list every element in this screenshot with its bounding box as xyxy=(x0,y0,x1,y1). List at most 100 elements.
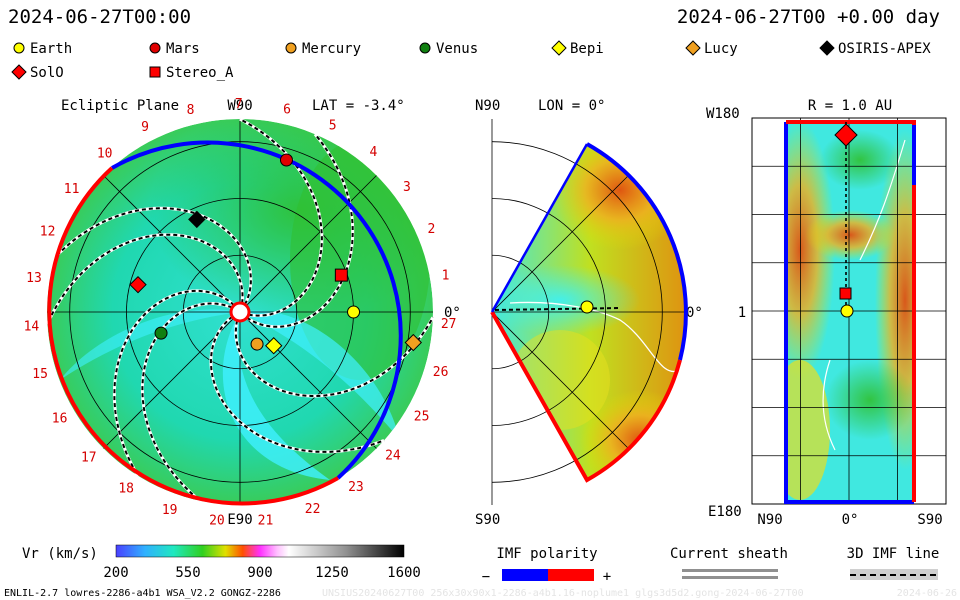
ecliptic-rim-positive xyxy=(47,166,339,506)
carrington-tick-11: 11 xyxy=(64,182,80,197)
legend-label-venus: Venus xyxy=(436,41,478,57)
map-x-right: S90 xyxy=(917,512,942,528)
ecliptic-top-label: W90 xyxy=(227,98,252,114)
legend-marker-solo xyxy=(11,64,27,80)
meridional-top-label: N90 xyxy=(475,98,500,114)
legend-label-stereo-a: Stereo_A xyxy=(166,65,234,81)
carrington-tick-16: 16 xyxy=(52,412,68,427)
carrington-tick-2: 2 xyxy=(427,222,435,237)
legend-label-mercury: Mercury xyxy=(302,41,361,57)
carrington-tick-19: 19 xyxy=(162,503,178,518)
carrington-tick-17: 17 xyxy=(81,450,97,465)
map-x-left: N90 xyxy=(757,512,782,528)
ecliptic-grid xyxy=(47,119,433,505)
map-panel: R = 1.0 AU W180 1 E180 N90 0° S90 xyxy=(706,98,947,528)
map-mid-label: 1 xyxy=(738,305,746,321)
carrington-tick-1: 1 xyxy=(442,269,450,284)
legend-marker-mercury xyxy=(285,42,297,54)
meridional-right-label: 0° xyxy=(686,305,703,321)
legend-marker-stereo-a xyxy=(149,66,161,78)
legend-marker-earth xyxy=(13,42,25,54)
ecliptic-title: Ecliptic Plane xyxy=(61,98,179,114)
map-solo-marker xyxy=(834,123,858,147)
spiral-line-4 xyxy=(209,316,385,453)
ecliptic-marker-venus xyxy=(154,326,168,340)
legend-label-lucy: Lucy xyxy=(704,41,738,57)
carrington-tick-12: 12 xyxy=(40,224,56,239)
carrington-tick-18: 18 xyxy=(118,481,134,496)
ecliptic-panel: Ecliptic Plane W90 LAT = -3.4° E90 0° 12… xyxy=(24,97,461,529)
imf-positive-swatch xyxy=(548,569,594,581)
legend-label-osiris-apex: OSIRIS-APEX xyxy=(838,41,931,57)
spiral-line-5 xyxy=(234,316,434,397)
colorbar-label: Vr (km/s) xyxy=(22,546,98,562)
map-earth-marker xyxy=(840,304,854,318)
imf-plus-label: + xyxy=(603,569,611,585)
elapsed-time: 2024-06-27T00 +0.00 day xyxy=(677,6,940,28)
ecliptic-marker-bepi xyxy=(265,337,283,355)
date-tail: 2024-06-26 xyxy=(897,588,957,599)
legend-label-solo: SolO xyxy=(30,65,64,81)
carrington-tick-26: 26 xyxy=(433,365,449,380)
carrington-tick-8: 8 xyxy=(187,103,195,118)
ecliptic-rim-negative xyxy=(111,140,403,480)
map-title: R = 1.0 AU xyxy=(808,98,892,114)
carrington-tick-20: 20 xyxy=(209,514,225,529)
colorbar-tick-200: 200 xyxy=(103,565,128,581)
ecliptic-objects xyxy=(129,153,423,355)
meridional-panel: N90 LON = 0° S90 0° xyxy=(475,98,703,528)
map-bottom-label: E180 xyxy=(708,504,742,520)
meridional-earth-marker xyxy=(580,300,594,314)
carrington-tick-23: 23 xyxy=(348,480,364,495)
meridional-grid xyxy=(491,119,685,505)
spiral-line-3 xyxy=(141,302,233,502)
imf-minus-label: − xyxy=(482,569,490,585)
carrington-tick-25: 25 xyxy=(414,409,430,424)
carrington-tick-7: 7 xyxy=(235,97,243,112)
carrington-tick-4: 4 xyxy=(369,145,377,160)
colorbar-tick-550: 550 xyxy=(175,565,200,581)
carrington-tick-9: 9 xyxy=(141,120,149,135)
meridional-lon-label: LON = 0° xyxy=(538,98,605,114)
legend-label-bepi: Bepi xyxy=(570,41,604,57)
carrington-tick-13: 13 xyxy=(26,271,42,286)
imf-negative-swatch xyxy=(502,569,548,581)
carrington-tick-15: 15 xyxy=(32,367,48,382)
ecliptic-marker-mercury xyxy=(250,337,264,351)
ecliptic-marker-mars xyxy=(279,153,293,167)
carrington-tick-27: 27 xyxy=(441,317,457,332)
carrington-tick-10: 10 xyxy=(97,147,113,162)
carrington-tick-21: 21 xyxy=(258,513,274,528)
spiral-line-2 xyxy=(113,289,235,477)
spiral-line-6 xyxy=(246,133,354,328)
imf-line-legend: 3D IMF line xyxy=(847,546,940,580)
colorbar-tick-1600: 1600 xyxy=(387,565,421,581)
carrington-tick-6: 6 xyxy=(283,102,291,117)
ecliptic-right-label: 0° xyxy=(444,305,461,321)
legend-marker-mars xyxy=(149,42,161,54)
imf-line-label: 3D IMF line xyxy=(847,546,940,562)
spiral-line-7 xyxy=(239,118,323,317)
legend-label-earth: Earth xyxy=(30,41,72,57)
carrington-tick-3: 3 xyxy=(403,180,411,195)
ecliptic-lat-label: LAT = -3.4° xyxy=(312,98,405,114)
imf-polarity-legend: IMF polarity − + xyxy=(482,546,611,585)
meridional-bottom-label: S90 xyxy=(475,512,500,528)
map-top-label: W180 xyxy=(706,106,740,122)
object-legend: Earth Mars Mercury Venus Bepi Lucy OSIRIS-APEX… xyxy=(11,40,931,81)
legend-label-mars: Mars xyxy=(166,41,200,57)
meridional-rim-positive xyxy=(490,311,682,483)
map-x-mid: 0° xyxy=(842,512,859,528)
legend-marker-osiris-apex xyxy=(819,40,835,56)
legend-marker-bepi xyxy=(551,40,567,56)
carrington-tick-5: 5 xyxy=(329,119,337,134)
carrington-tick-24: 24 xyxy=(385,449,401,464)
spiral-line-1 xyxy=(46,233,244,325)
carrington-tick-14: 14 xyxy=(24,319,40,334)
current-sheath-legend: Current sheath xyxy=(670,546,788,579)
sun-marker xyxy=(229,301,251,323)
carrington-tick-22: 22 xyxy=(305,502,321,517)
legend-marker-venus xyxy=(419,42,431,54)
